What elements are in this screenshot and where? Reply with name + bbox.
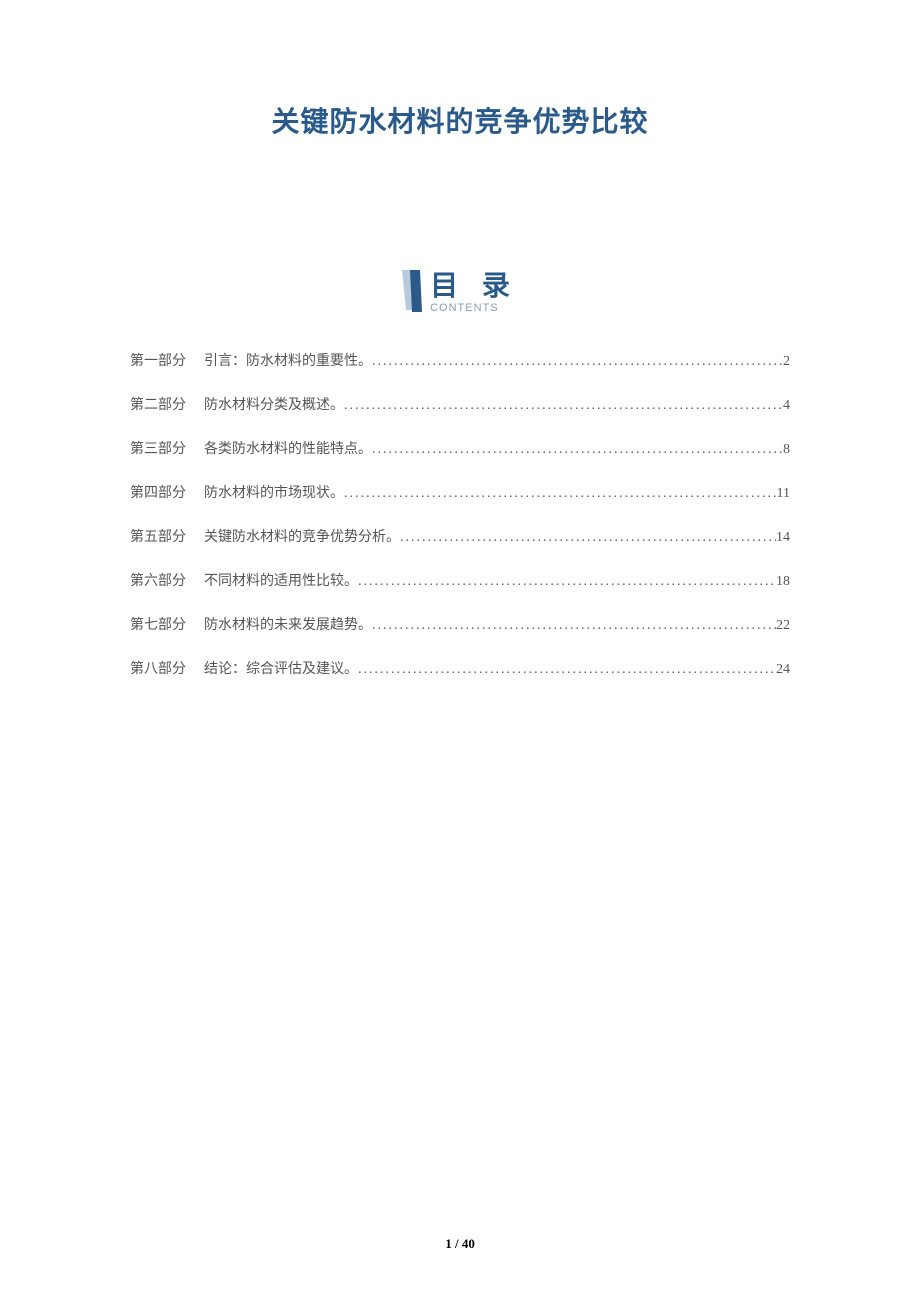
toc-label: 结论：综合评估及建议。 (204, 658, 358, 678)
toc-page-number: 11 (777, 486, 790, 502)
toc-label: 防水材料分类及概述。 (204, 394, 344, 414)
toc-dots (358, 574, 776, 590)
page-footer: 1 / 40 (0, 1236, 920, 1252)
page-total: 40 (462, 1236, 475, 1251)
toc-item[interactable]: 第四部分 防水材料的市场现状。 11 (130, 482, 790, 502)
toc-title-group: 目 录 CONTENTS (430, 272, 518, 314)
toc-page-number: 4 (783, 398, 790, 414)
toc-dots (358, 662, 776, 678)
toc-part: 第六部分 (130, 570, 186, 590)
toc-part: 第二部分 (130, 394, 186, 414)
document-page: 关键防水材料的竞争优势比较 目 录 CONTENTS 第一部分 引言：防水材料的… (0, 0, 920, 1302)
toc-item[interactable]: 第一部分 引言：防水材料的重要性。 2 (130, 350, 790, 370)
toc-title-en: CONTENTS (430, 302, 499, 314)
toc-item[interactable]: 第五部分 关键防水材料的竞争优势分析。 14 (130, 526, 790, 546)
toc-part: 第一部分 (130, 350, 186, 370)
toc-list: 第一部分 引言：防水材料的重要性。 2 第二部分 防水材料分类及概述。 4 第三… (130, 350, 790, 678)
toc-label: 引言：防水材料的重要性。 (204, 350, 372, 370)
toc-label: 关键防水材料的竞争优势分析。 (204, 526, 400, 546)
toc-part: 第八部分 (130, 658, 186, 678)
toc-part: 第四部分 (130, 482, 186, 502)
toc-item[interactable]: 第二部分 防水材料分类及概述。 4 (130, 394, 790, 414)
toc-title-zh: 目 录 (430, 272, 518, 300)
toc-label: 防水材料的市场现状。 (204, 482, 344, 502)
toc-page-number: 18 (776, 574, 790, 590)
toc-page-number: 24 (776, 662, 790, 678)
document-title: 关键防水材料的竞争优势比较 (130, 100, 790, 140)
toc-header: 目 录 CONTENTS (130, 270, 790, 315)
toc-label: 各类防水材料的性能特点。 (204, 438, 372, 458)
toc-page-number: 14 (776, 530, 790, 546)
toc-label: 不同材料的适用性比较。 (204, 570, 358, 590)
toc-item[interactable]: 第七部分 防水材料的未来发展趋势。 22 (130, 614, 790, 634)
page-separator: / (452, 1236, 462, 1251)
toc-dots (344, 486, 777, 502)
toc-item[interactable]: 第六部分 不同材料的适用性比较。 18 (130, 570, 790, 590)
toc-part: 第五部分 (130, 526, 186, 546)
toc-part: 第三部分 (130, 438, 186, 458)
toc-icon (402, 270, 422, 315)
toc-dots (372, 442, 783, 458)
toc-dots (372, 354, 783, 370)
toc-dots (372, 618, 776, 634)
toc-page-number: 8 (783, 442, 790, 458)
toc-part: 第七部分 (130, 614, 186, 634)
toc-item[interactable]: 第八部分 结论：综合评估及建议。 24 (130, 658, 790, 678)
toc-page-number: 22 (776, 618, 790, 634)
toc-dots (400, 530, 776, 546)
toc-dots (344, 398, 783, 414)
toc-page-number: 2 (783, 354, 790, 370)
toc-item[interactable]: 第三部分 各类防水材料的性能特点。 8 (130, 438, 790, 458)
toc-label: 防水材料的未来发展趋势。 (204, 614, 372, 634)
